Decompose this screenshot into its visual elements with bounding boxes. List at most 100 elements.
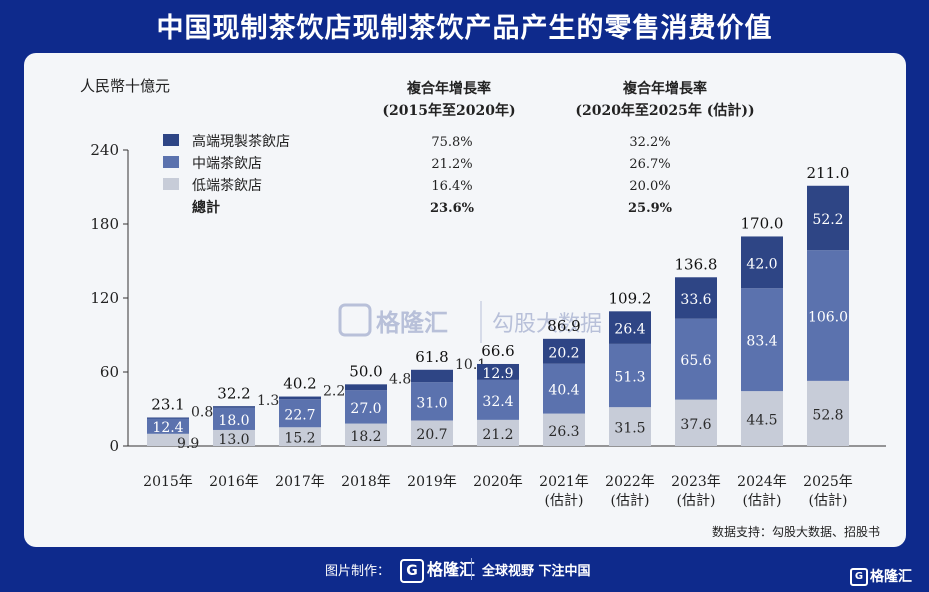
- data-label: 20.7: [416, 427, 447, 443]
- data-label: 12.9: [482, 366, 513, 382]
- cagr-value: 20.0%: [629, 179, 670, 194]
- cagr-value: 23.6%: [430, 201, 475, 216]
- watermark-left: 格隆汇: [376, 309, 448, 337]
- legend-swatch: [163, 134, 179, 146]
- data-label: 40.4: [548, 383, 579, 399]
- bar-segment: [411, 382, 453, 421]
- total-label: 23.1: [151, 396, 184, 414]
- data-label: 51.3: [614, 370, 645, 386]
- x-tick-note: (估計): [809, 493, 848, 509]
- bar-segment: [411, 369, 453, 383]
- cagr-value: 26.7%: [629, 157, 670, 172]
- data-label: 83.4: [746, 334, 777, 350]
- legend-swatch: [163, 156, 179, 168]
- data-label: 13.0: [218, 432, 249, 448]
- legend-label: 中端茶飲店: [192, 156, 262, 172]
- bar-segment: [477, 379, 519, 420]
- cagr-value: 16.4%: [431, 179, 472, 194]
- data-label: 15.2: [284, 431, 315, 447]
- bar-segment: [675, 277, 717, 319]
- bar-segment: [543, 363, 585, 414]
- bar-segment: [213, 406, 255, 408]
- x-tick-note: (估計): [743, 493, 782, 509]
- bar-segment: [477, 419, 519, 446]
- data-label: 32.4: [482, 394, 513, 410]
- source-note: 数据支持：勾股大数据、招股书: [712, 524, 880, 539]
- total-label: 40.2: [283, 374, 316, 392]
- bar-segment: [147, 417, 189, 419]
- x-tick-label: 2024年: [737, 474, 787, 490]
- cagr-header: 複合年增長率: [622, 80, 707, 97]
- chart-title: 中国现制茶饮店现制茶饮产品产生的零售消费价值: [156, 13, 773, 44]
- data-label: 18.0: [218, 413, 249, 429]
- bar-segment: [675, 318, 717, 400]
- data-label: 52.8: [812, 407, 843, 423]
- data-label: 31.5: [614, 421, 645, 437]
- bar-segment: [741, 288, 783, 392]
- data-label: 9.9: [177, 436, 199, 452]
- total-label: 50.0: [349, 362, 382, 380]
- data-label: 37.6: [680, 417, 711, 433]
- bar-segment: [411, 420, 453, 446]
- data-label: 12.4: [152, 420, 183, 436]
- total-label: 66.6: [481, 342, 514, 360]
- bar-segment: [147, 433, 189, 446]
- data-label: 65.6: [680, 353, 711, 369]
- bar-segment: [609, 311, 651, 344]
- watermark-right: 勾股大数据: [492, 312, 602, 337]
- bar-segment: [213, 429, 255, 446]
- x-tick-label: 2022年: [605, 474, 655, 490]
- legend-label: 高端現製茶飲店: [192, 133, 290, 150]
- x-tick-label: 2023年: [671, 474, 721, 490]
- corner-brand: G 格隆汇: [850, 566, 912, 586]
- legend-label: 總計: [192, 199, 220, 216]
- bar-segment: [279, 396, 321, 400]
- bar-segment: [345, 390, 387, 424]
- bar-segment: [543, 338, 585, 364]
- bar-segment: [741, 391, 783, 446]
- bar-segment: [543, 413, 585, 446]
- x-tick-label: 2019年: [407, 474, 457, 490]
- total-label: 32.2: [217, 384, 250, 402]
- chart: 格隆汇 勾股大数据 人民幣十億元 0 60 120 180 240 9.912.4 0.8 23…: [80, 77, 886, 539]
- bar-segment: [741, 236, 783, 289]
- data-label: 1.3: [257, 393, 279, 409]
- data-label: 26.4: [614, 322, 645, 338]
- footer-slogan: 全球视野 下注中国: [482, 564, 591, 579]
- x-tick-label: 2020年: [473, 474, 523, 490]
- data-label: 31.0: [416, 395, 447, 411]
- data-label: 0.8: [191, 405, 213, 421]
- data-label: 4.8: [389, 371, 411, 387]
- bar-segment: [345, 423, 387, 446]
- y-tick-label: 0: [109, 437, 119, 455]
- data-label: 106.0: [808, 310, 848, 326]
- cagr-header: (2015年至2020年): [382, 102, 515, 119]
- cagr-value: 21.2%: [431, 157, 472, 172]
- bar-segment: [609, 343, 651, 408]
- total-label: 86.9: [547, 317, 580, 335]
- data-label: 27.0: [350, 401, 381, 417]
- data-label: 21.2: [482, 427, 513, 443]
- bar-segment: [147, 418, 189, 434]
- chart-panel: 格隆汇 勾股大数据 人民幣十億元 0 60 120 180 240 9.9 12.4 0.8 23…: [24, 53, 906, 547]
- x-tick-label: 2017年: [275, 474, 325, 490]
- y-tick-label: 120: [90, 289, 119, 307]
- bar-segment: [477, 363, 519, 380]
- cagr-value: 32.2%: [629, 135, 670, 150]
- y-tick-label: 240: [90, 141, 119, 159]
- cagr-header: 複合年增長率: [406, 80, 491, 97]
- x-tick-label: 2015年: [143, 474, 193, 490]
- cagr-value: 75.8%: [431, 135, 472, 150]
- x-tick-label: 2025年: [803, 474, 853, 490]
- brand-logo-icon: G: [400, 558, 424, 583]
- x-tick-label: 2018年: [341, 474, 391, 490]
- bar-segment: [807, 250, 849, 381]
- total-label: 109.2: [609, 289, 652, 307]
- bar-segment: [807, 380, 849, 446]
- bar-segment: [807, 185, 849, 251]
- data-label: 2.2: [323, 384, 345, 400]
- cagr-header: (2020年至2025年 (估計)): [575, 102, 754, 119]
- bar-segment: [609, 407, 651, 446]
- data-label: 20.2: [548, 345, 579, 361]
- x-tick-label: 2021年: [539, 474, 589, 490]
